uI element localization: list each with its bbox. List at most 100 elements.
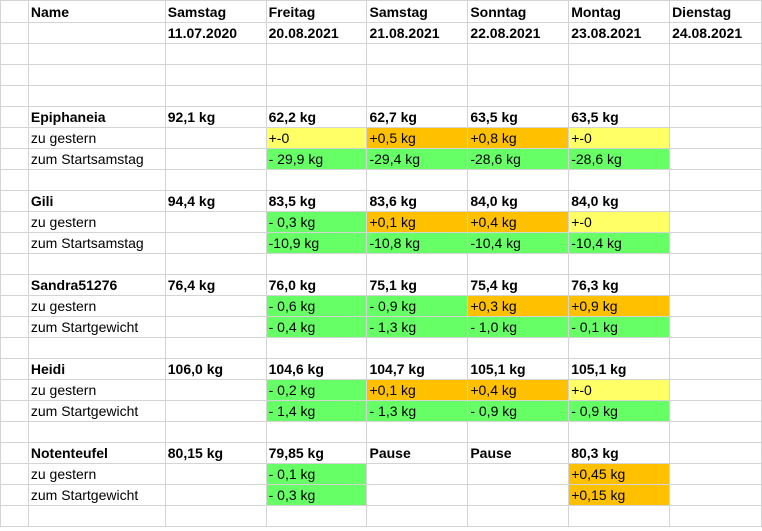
change-cell[interactable] [164, 127, 267, 149]
empty-cell[interactable] [669, 421, 762, 443]
total-cell[interactable]: -10,8 kg [366, 232, 469, 254]
change-cell[interactable] [164, 295, 267, 317]
empty-cell[interactable] [27, 505, 166, 527]
empty-cell[interactable] [0, 274, 29, 296]
weight-cell[interactable]: 104,6 kg [265, 358, 368, 380]
empty-cell[interactable] [0, 463, 29, 485]
empty-cell[interactable] [0, 43, 29, 65]
empty-cell[interactable] [669, 253, 762, 275]
total-cell[interactable]: - 1,0 kg [467, 316, 570, 338]
empty-cell[interactable] [467, 43, 570, 65]
empty-cell[interactable] [265, 169, 368, 191]
empty-cell[interactable] [27, 421, 166, 443]
header-day[interactable]: Montag [568, 0, 671, 23]
change-cell[interactable] [164, 463, 267, 485]
total-cell[interactable]: -28,6 kg [467, 148, 570, 170]
weight-cell[interactable]: 105,1 kg [568, 358, 671, 380]
total-cell[interactable]: -29,4 kg [366, 148, 469, 170]
participant-name[interactable]: Heidi [27, 358, 166, 380]
empty-cell[interactable] [265, 421, 368, 443]
weight-cell[interactable]: 92,1 kg [164, 106, 267, 128]
change-cell[interactable]: +-0 [568, 211, 671, 233]
weight-cell[interactable]: 80,15 kg [164, 442, 267, 464]
header-day[interactable]: Freitag [265, 0, 368, 23]
participant-name[interactable]: Epiphaneia [27, 106, 166, 128]
empty-cell[interactable] [0, 148, 29, 170]
total-cell[interactable] [669, 232, 762, 254]
header-date[interactable]: 11.07.2020 [164, 22, 267, 44]
empty-cell[interactable] [265, 505, 368, 527]
empty-cell[interactable] [467, 64, 570, 86]
change-cell[interactable] [164, 211, 267, 233]
row-label[interactable]: zu gestern [27, 379, 166, 401]
empty-cell[interactable] [366, 421, 469, 443]
row-label[interactable]: zum Startgewicht [27, 316, 166, 338]
weight-cell[interactable]: Pause [366, 442, 469, 464]
total-cell[interactable]: +0,15 kg [568, 484, 671, 506]
weight-cell[interactable]: 62,7 kg [366, 106, 469, 128]
empty-cell[interactable] [366, 85, 469, 107]
change-cell[interactable] [669, 379, 762, 401]
row-label[interactable]: zum Startsamstag [27, 148, 166, 170]
empty-cell[interactable] [27, 337, 166, 359]
header-date[interactable]: 22.08.2021 [467, 22, 570, 44]
total-cell[interactable] [164, 484, 267, 506]
empty-cell[interactable] [568, 337, 671, 359]
weight-cell[interactable] [669, 106, 762, 128]
empty-cell[interactable] [27, 64, 166, 86]
total-cell[interactable] [366, 484, 469, 506]
weight-cell[interactable]: Pause [467, 442, 570, 464]
header-date[interactable]: 24.08.2021 [669, 22, 762, 44]
change-cell[interactable]: +0,4 kg [467, 211, 570, 233]
empty-cell[interactable] [0, 211, 29, 233]
total-cell[interactable]: -10,9 kg [265, 232, 368, 254]
total-cell[interactable]: -28,6 kg [568, 148, 671, 170]
empty-cell[interactable] [669, 64, 762, 86]
weight-cell[interactable]: 83,6 kg [366, 190, 469, 212]
total-cell[interactable]: - 0,4 kg [265, 316, 368, 338]
change-cell[interactable]: +0,1 kg [366, 211, 469, 233]
change-cell[interactable]: - 0,3 kg [265, 211, 368, 233]
change-cell[interactable]: +0,45 kg [568, 463, 671, 485]
total-cell[interactable]: - 0,9 kg [568, 400, 671, 422]
empty-cell[interactable] [27, 169, 166, 191]
empty-cell[interactable] [164, 253, 267, 275]
empty-cell[interactable] [366, 43, 469, 65]
row-label[interactable]: zum Startsamstag [27, 232, 166, 254]
empty-cell[interactable] [0, 421, 29, 443]
change-cell[interactable]: +-0 [265, 127, 368, 149]
empty-cell[interactable] [265, 43, 368, 65]
change-cell[interactable] [669, 127, 762, 149]
change-cell[interactable]: +0,1 kg [366, 379, 469, 401]
empty-cell[interactable] [568, 85, 671, 107]
total-cell[interactable] [669, 148, 762, 170]
change-cell[interactable]: - 0,2 kg [265, 379, 368, 401]
total-cell[interactable] [669, 484, 762, 506]
total-cell[interactable] [467, 484, 570, 506]
change-cell[interactable]: - 0,1 kg [265, 463, 368, 485]
weight-cell[interactable]: 79,85 kg [265, 442, 368, 464]
empty-cell[interactable] [0, 64, 29, 86]
empty-cell[interactable] [568, 43, 671, 65]
change-cell[interactable]: +0,3 kg [467, 295, 570, 317]
weight-cell[interactable]: 106,0 kg [164, 358, 267, 380]
empty-cell[interactable] [467, 169, 570, 191]
empty-cell[interactable] [0, 442, 29, 464]
empty-cell[interactable] [27, 22, 166, 44]
total-cell[interactable] [164, 316, 267, 338]
total-cell[interactable] [669, 400, 762, 422]
change-cell[interactable]: - 0,9 kg [366, 295, 469, 317]
weight-cell[interactable]: 104,7 kg [366, 358, 469, 380]
empty-cell[interactable] [0, 22, 29, 44]
weight-cell[interactable]: 83,5 kg [265, 190, 368, 212]
empty-cell[interactable] [0, 190, 29, 212]
change-cell[interactable]: +-0 [568, 127, 671, 149]
change-cell[interactable]: +0,9 kg [568, 295, 671, 317]
empty-cell[interactable] [27, 253, 166, 275]
empty-cell[interactable] [164, 85, 267, 107]
participant-name[interactable]: Sandra51276 [27, 274, 166, 296]
empty-cell[interactable] [164, 337, 267, 359]
total-cell[interactable]: - 1,3 kg [366, 400, 469, 422]
empty-cell[interactable] [0, 85, 29, 107]
total-cell[interactable]: - 0,9 kg [467, 400, 570, 422]
